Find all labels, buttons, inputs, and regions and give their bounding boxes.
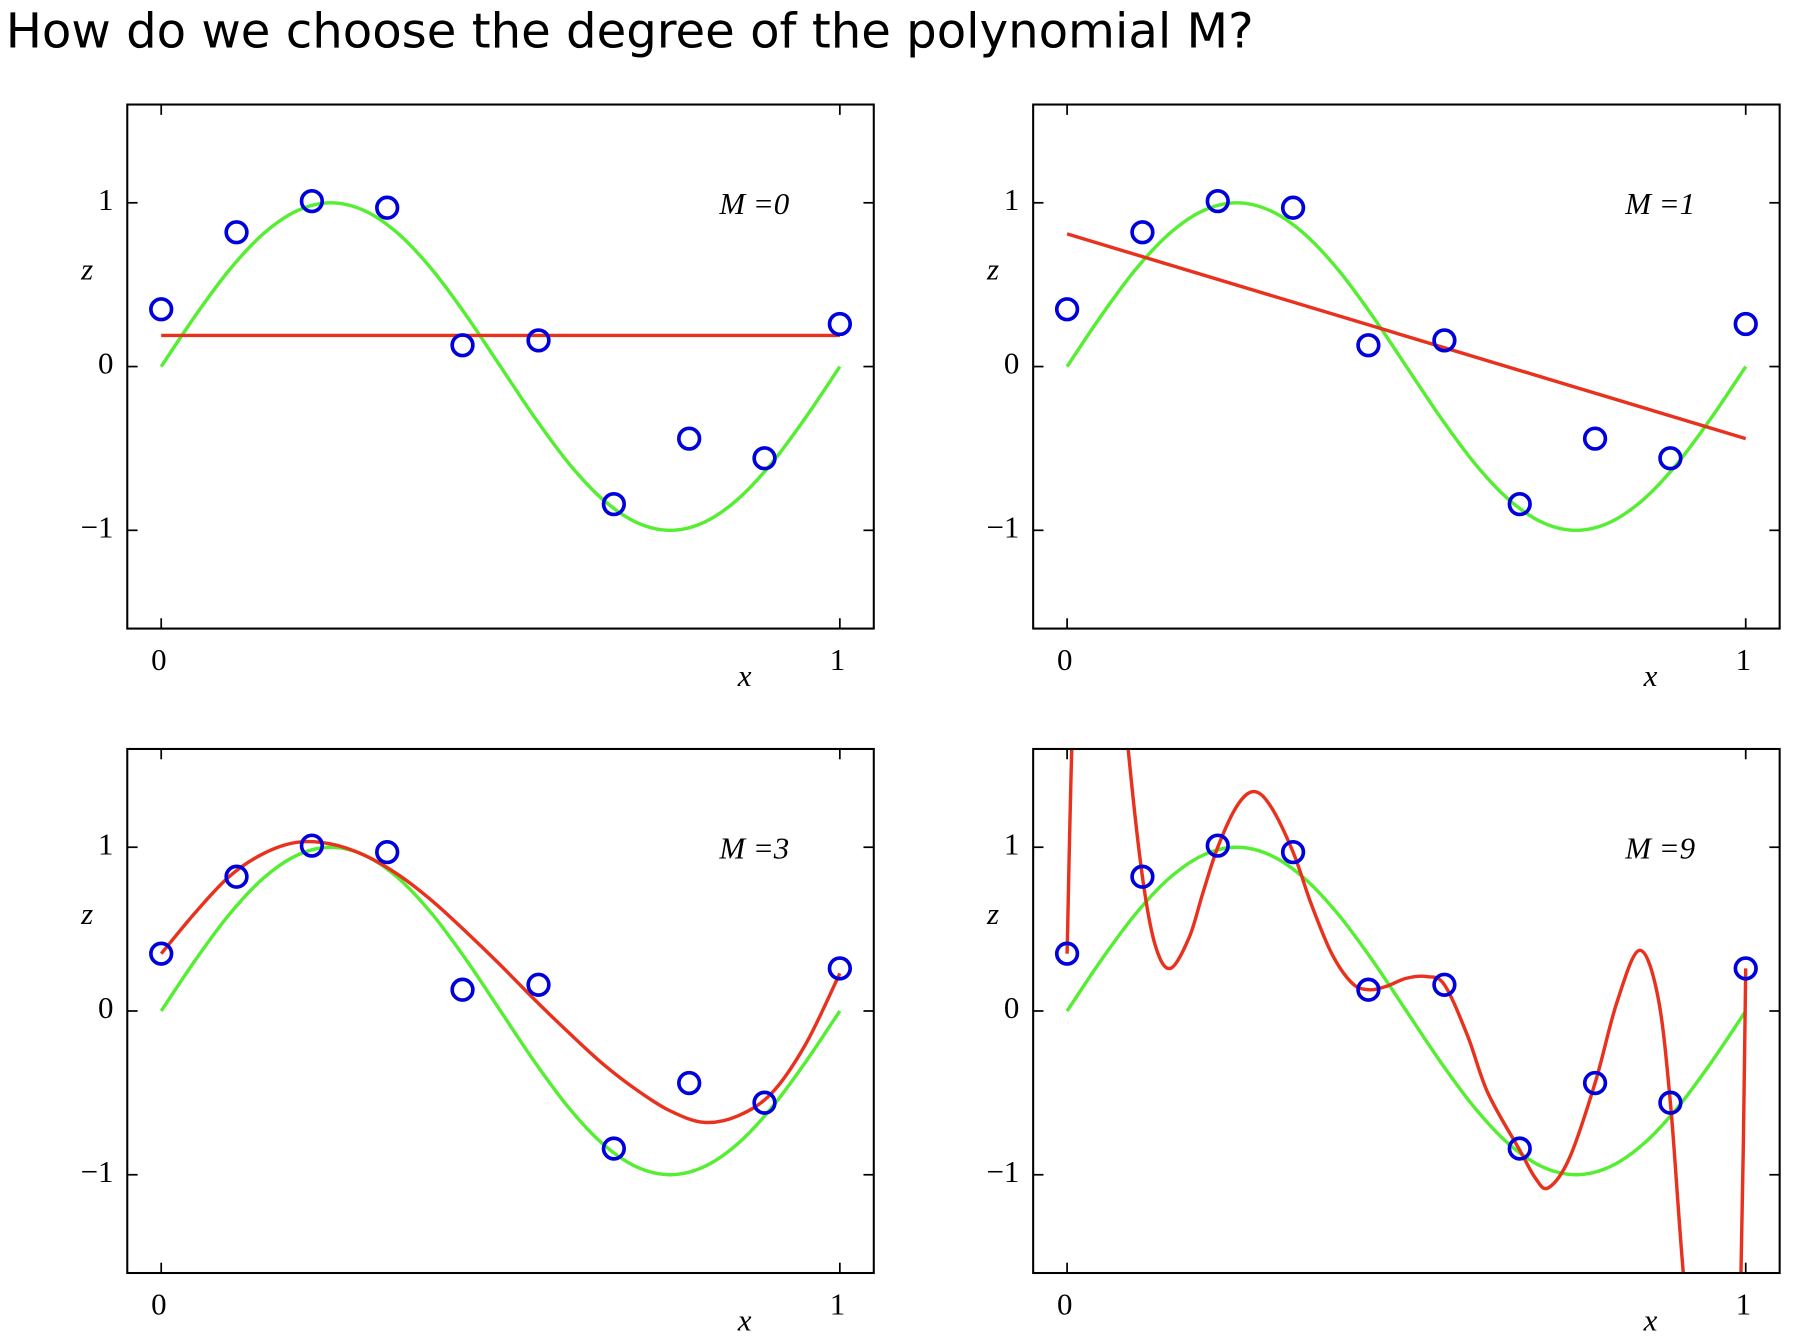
curve (1065, 201, 1748, 533)
data-point (1054, 297, 1080, 322)
annotation: M =0 (718, 186, 789, 221)
x-axis-label: x (737, 658, 752, 693)
data-point (601, 491, 627, 517)
y-tick-label: 0 (1004, 990, 1019, 1025)
data-point (677, 1070, 702, 1096)
data-point (1280, 195, 1306, 220)
chart-panel: −1 0 1 0 1 x z M =3 (80, 747, 875, 1338)
data-point (1582, 426, 1608, 451)
y-tick-label: −1 (986, 1154, 1019, 1189)
x-tick-label: 0 (1057, 1287, 1072, 1322)
axes-frame (126, 103, 875, 630)
data-point (1205, 833, 1230, 858)
chart-panel: −1 0 1 0 1 x z M =9 (986, 747, 1781, 1338)
data-point (1507, 491, 1532, 517)
data-point (752, 1090, 777, 1115)
y-axis-label: z (80, 251, 93, 286)
annotation: M =1 (1624, 186, 1695, 221)
x-tick-label: 0 (1057, 642, 1072, 677)
data-point (526, 972, 551, 997)
data-point (526, 328, 551, 353)
data-point (299, 189, 325, 214)
data-point (299, 833, 325, 858)
y-tick-label: −1 (986, 509, 1019, 544)
x-axis-label: x (1643, 1303, 1658, 1338)
data-point (149, 297, 174, 322)
x-tick-label: 1 (830, 642, 845, 677)
data-point (1356, 977, 1381, 1002)
data-point (375, 839, 400, 865)
y-tick-label: 1 (1004, 826, 1019, 861)
data-point (827, 311, 852, 337)
data-point (149, 941, 174, 966)
y-tick-label: 0 (1004, 346, 1019, 381)
data-point (1733, 956, 1758, 981)
axes-frame (1032, 747, 1781, 1275)
data-point (601, 1136, 627, 1161)
x-tick-label: 1 (1736, 642, 1751, 677)
data-point (450, 977, 475, 1002)
curve (159, 839, 842, 1125)
chart-panel: −1 0 1 0 1 x z M =0 (80, 103, 875, 693)
y-tick-label: 1 (98, 182, 113, 217)
data-point (1432, 328, 1457, 353)
y-axis-label: z (986, 896, 999, 931)
data-point (677, 426, 702, 451)
x-tick-label: 0 (151, 642, 166, 677)
data-point (1054, 941, 1080, 966)
curve (159, 845, 842, 1177)
data-point (752, 446, 777, 471)
data-point (224, 220, 249, 245)
data-point (1432, 972, 1457, 997)
data-point (224, 864, 249, 889)
data-point (827, 956, 852, 981)
data-point (1658, 1090, 1683, 1115)
y-axis-label: z (80, 896, 93, 931)
data-point (450, 333, 475, 358)
y-tick-label: 1 (1004, 182, 1019, 217)
axes-frame (126, 747, 875, 1275)
x-tick-label: 0 (151, 1287, 166, 1322)
y-tick-label: 0 (98, 346, 113, 381)
data-point (1658, 446, 1683, 471)
data-point (1130, 864, 1155, 889)
y-tick-label: 0 (98, 990, 113, 1025)
data-point (1733, 311, 1758, 337)
data-point (1130, 220, 1155, 245)
y-tick-label: −1 (81, 1154, 114, 1189)
curve (1065, 748, 1748, 1274)
curve (1065, 845, 1748, 1177)
slide-title: How do we choose the degree of the polyn… (6, 4, 1254, 60)
data-point (1356, 333, 1381, 358)
x-axis-label: x (1643, 658, 1658, 693)
data-point (1205, 189, 1230, 214)
data-point (1507, 1136, 1532, 1161)
data-point (1582, 1070, 1608, 1096)
x-tick-label: 1 (1736, 1287, 1751, 1322)
data-point (375, 195, 400, 220)
axes-frame (1032, 103, 1781, 630)
x-axis-label: x (737, 1303, 752, 1338)
chart-panel: −1 0 1 0 1 x z M =1 (986, 103, 1781, 693)
annotation: M =3 (718, 830, 789, 865)
data-point (1280, 839, 1306, 865)
curve (159, 201, 842, 533)
y-tick-label: −1 (81, 509, 114, 544)
annotation: M =9 (1624, 830, 1695, 865)
curve (1066, 232, 1747, 441)
y-tick-label: 1 (98, 826, 113, 861)
y-axis-label: z (986, 251, 999, 286)
x-tick-label: 1 (830, 1287, 845, 1322)
